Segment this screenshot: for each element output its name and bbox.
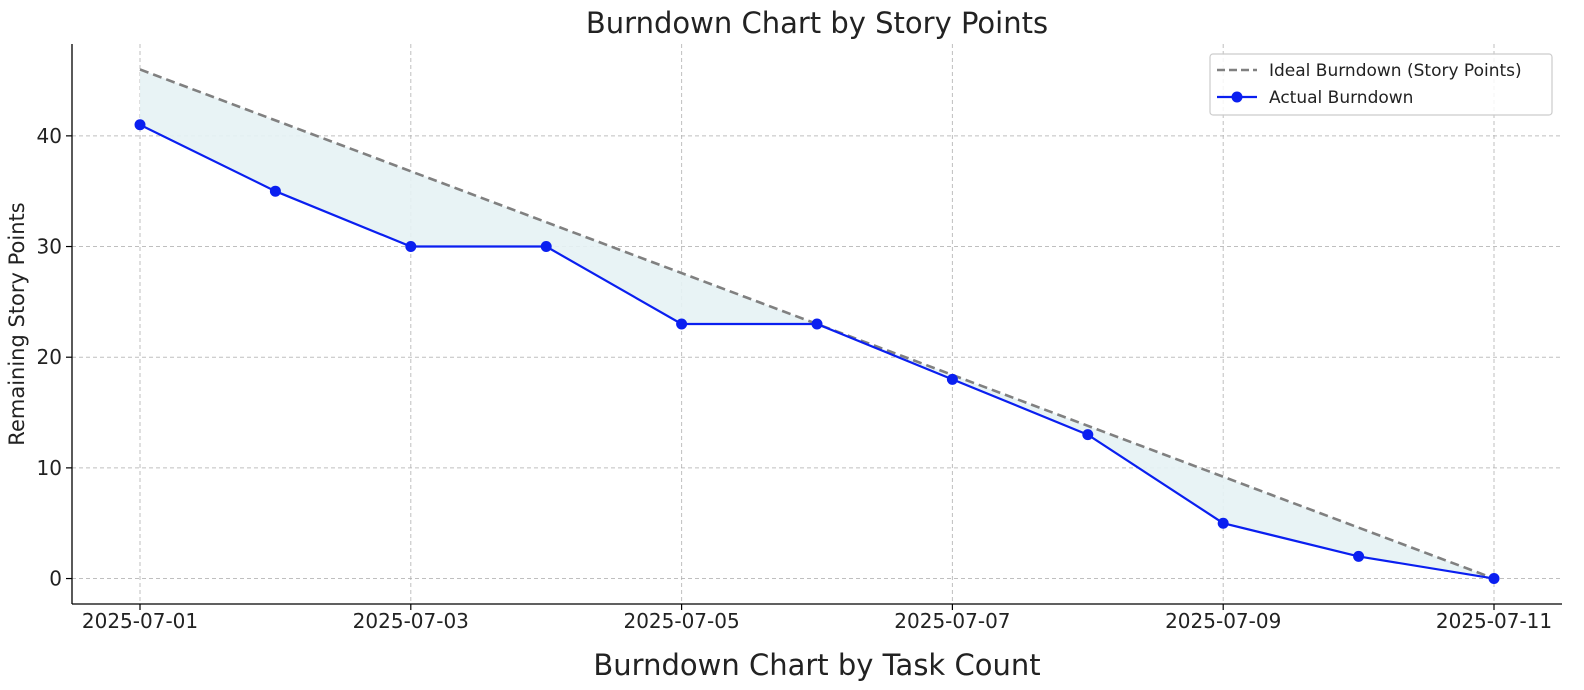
legend-box [1209, 53, 1553, 116]
y-tick-label: 40 [37, 124, 62, 148]
x-axis-ticks: 2025-07-01 2025-07-03 2025-07-05 2025-07-07… [82, 604, 1552, 633]
actual-burndown-point [540, 241, 552, 253]
actual-burndown-point [1217, 517, 1229, 529]
actual-burndown-point [1488, 573, 1500, 585]
legend-ideal-label: Ideal Burndown (Story Points) [1269, 61, 1522, 81]
actual-burndown-point [811, 318, 823, 330]
actual-burndown-point [1082, 429, 1094, 441]
y-axis-label: Remaining Story Points [5, 202, 29, 445]
legend-actual-marker [1231, 91, 1243, 103]
y-axis-ticks: 0 10 20 30 40 [37, 124, 72, 591]
grid [72, 44, 1562, 604]
ideal-burndown-line [139, 68, 1495, 580]
y-tick-label: 0 [49, 567, 62, 591]
actual-burndown-point [676, 318, 688, 330]
actual-burndown-point [405, 241, 417, 253]
actual-burndown-point [946, 373, 958, 385]
y-tick-label: 10 [37, 456, 62, 480]
y-tick-label: 30 [37, 235, 62, 259]
series-layer [134, 68, 1500, 585]
x-tick-label: 2025-07-05 [623, 609, 739, 633]
legend: Ideal Burndown (Story Points) Actual Bur… [1209, 53, 1553, 116]
x-tick-label: 2025-07-09 [1165, 609, 1281, 633]
actual-burndown-point [134, 119, 146, 131]
actual-burndown-point [269, 185, 281, 197]
legend-actual-label: Actual Burndown [1269, 88, 1413, 108]
x-tick-label: 2025-07-03 [353, 609, 469, 633]
footer-text: Burndown Chart by Task Count [593, 648, 1040, 682]
x-tick-label: 2025-07-11 [1436, 609, 1552, 633]
actual-burndown-point [1353, 550, 1365, 562]
x-tick-label: 2025-07-07 [894, 609, 1010, 633]
chart-title: Burndown Chart by Story Points [586, 6, 1048, 40]
y-tick-label: 20 [37, 345, 62, 369]
x-tick-label: 2025-07-01 [82, 609, 198, 633]
